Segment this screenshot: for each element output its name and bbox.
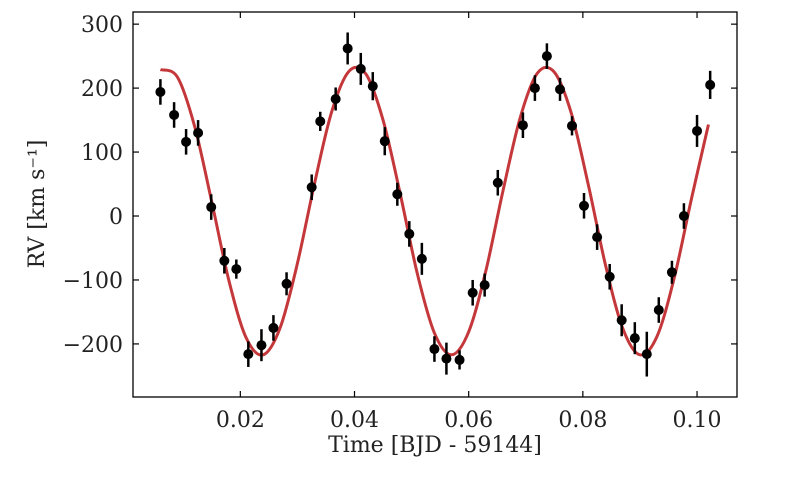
data-point bbox=[342, 43, 353, 54]
data-point bbox=[579, 200, 590, 211]
data-point bbox=[541, 51, 552, 62]
x-tick-label: 0.08 bbox=[558, 408, 607, 433]
data-point bbox=[529, 83, 540, 94]
data-point bbox=[256, 340, 267, 351]
data-point bbox=[268, 322, 279, 333]
data-point bbox=[315, 116, 326, 127]
data-point bbox=[206, 202, 217, 213]
data-point bbox=[555, 84, 566, 95]
data-point bbox=[281, 278, 292, 289]
data-point bbox=[592, 232, 603, 243]
data-point bbox=[155, 86, 166, 97]
data-point bbox=[379, 136, 390, 147]
y-tick-label: 300 bbox=[81, 13, 123, 38]
data-point bbox=[193, 127, 204, 138]
y-axis-label: RV [km s⁻¹] bbox=[25, 140, 50, 269]
y-tick-label: −200 bbox=[63, 333, 123, 358]
data-point bbox=[219, 255, 230, 266]
x-tick-label: 0.06 bbox=[444, 408, 493, 433]
data-point bbox=[616, 315, 627, 326]
data-point bbox=[467, 287, 478, 298]
data-point bbox=[429, 344, 440, 355]
data-point bbox=[653, 305, 664, 316]
data-point bbox=[441, 353, 452, 364]
data-point bbox=[479, 280, 490, 291]
y-tick-label: 100 bbox=[81, 141, 123, 166]
data-point bbox=[678, 211, 689, 222]
data-point bbox=[454, 354, 465, 365]
plot-frame bbox=[132, 11, 738, 398]
data-point bbox=[641, 349, 652, 360]
data-point bbox=[181, 136, 192, 147]
data-point bbox=[692, 125, 703, 136]
x-tick-label: 0.04 bbox=[330, 408, 379, 433]
data-point bbox=[392, 189, 403, 200]
data-point bbox=[666, 267, 677, 278]
data-point bbox=[330, 93, 341, 104]
data-point bbox=[355, 63, 366, 74]
y-tick-label: 200 bbox=[81, 77, 123, 102]
x-tick-label: 0.02 bbox=[216, 408, 265, 433]
data-point bbox=[492, 177, 503, 188]
x-axis-label: Time [BJD - 59144] bbox=[328, 433, 542, 458]
x-tick-label: 0.10 bbox=[673, 408, 722, 433]
y-tick-label: −100 bbox=[63, 269, 123, 294]
data-point bbox=[517, 120, 528, 131]
data-point bbox=[416, 253, 427, 264]
data-point bbox=[169, 109, 180, 120]
data-point bbox=[306, 182, 317, 193]
data-point bbox=[404, 228, 415, 239]
data-point bbox=[604, 271, 615, 282]
data-point bbox=[367, 81, 378, 92]
data-point bbox=[243, 349, 254, 360]
data-point bbox=[231, 264, 242, 275]
data-point bbox=[629, 333, 640, 344]
y-tick-label: 0 bbox=[109, 205, 123, 230]
fit-line bbox=[159, 65, 710, 357]
data-point bbox=[705, 79, 716, 90]
data-point bbox=[567, 120, 578, 131]
